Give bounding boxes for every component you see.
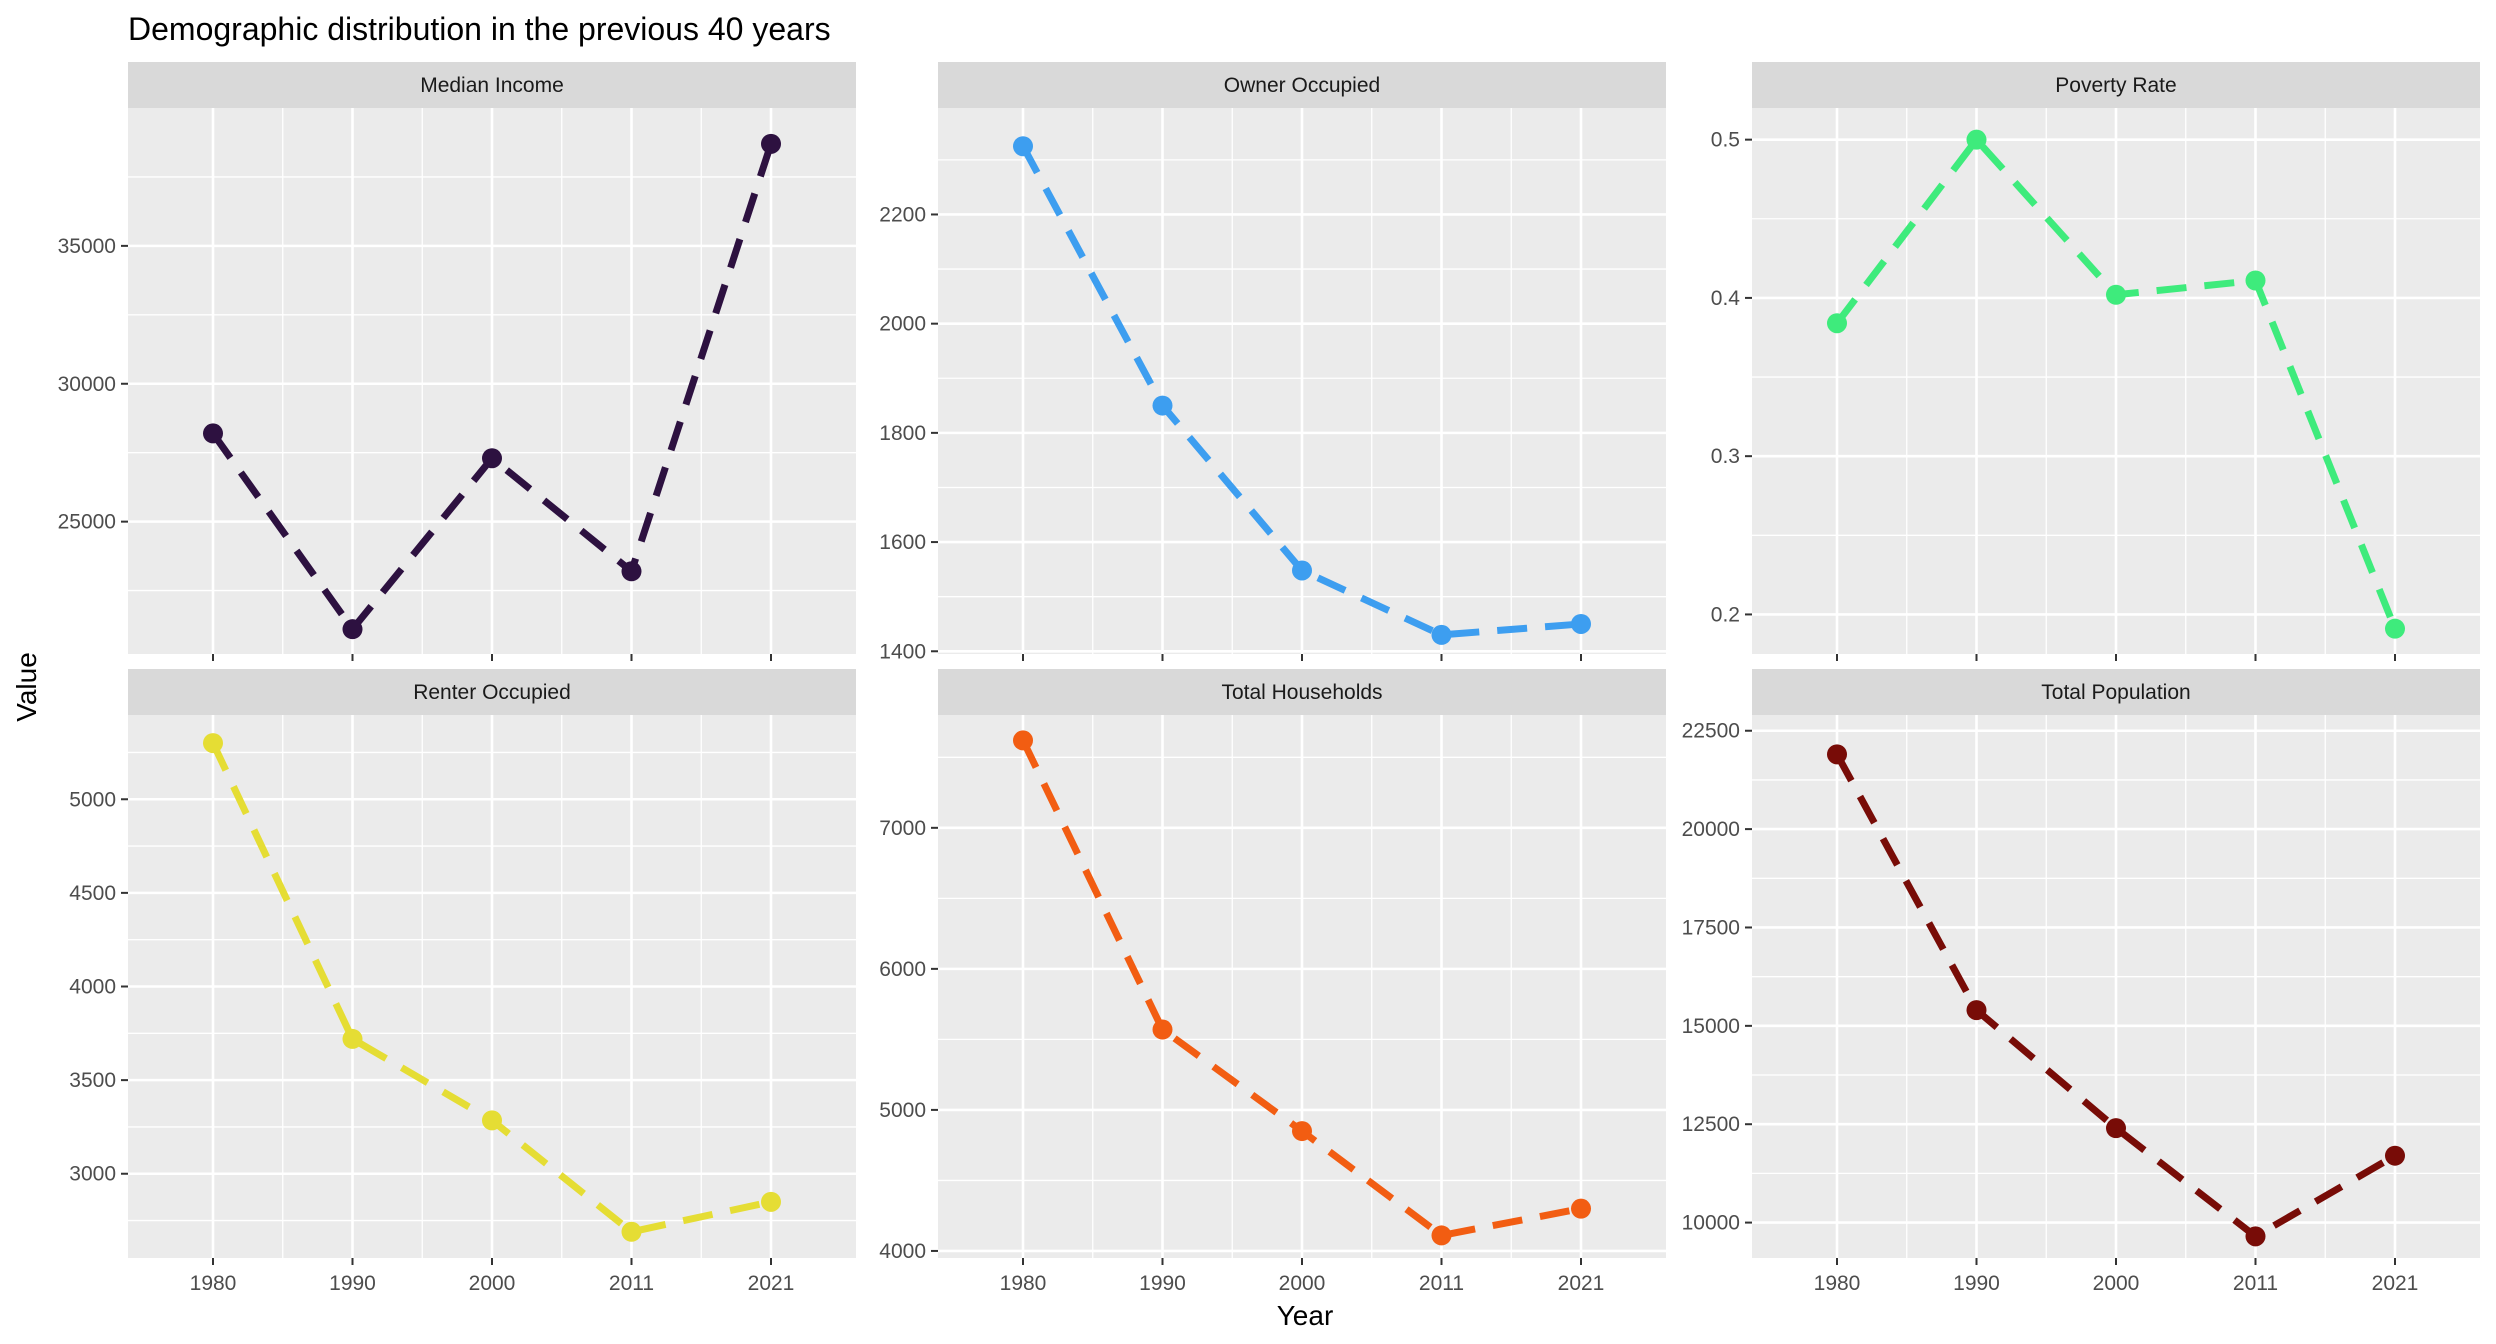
data-point-total-population-1990 [1966,1000,1987,1021]
data-point-median-income-2021 [761,133,781,154]
data-point-poverty-rate-1990 [1966,129,1987,150]
panel-median-income: Median Income 25000 30000 35000 [58,62,856,661]
y-tick-label: 0.3 [1711,445,1740,468]
facet-label: Total Households [1221,681,1382,704]
y-tick-label: 7000 [879,817,926,840]
x-tick-label: 1980 [190,1272,237,1295]
y-tick-label: 4000 [69,976,116,999]
x-tick-label: 2011 [609,1272,654,1295]
chart-title: Demographic distribution in the previous… [128,11,831,47]
data-point-total-population-1980 [1827,744,1847,765]
x-tick-label: 1980 [1000,1272,1047,1295]
x-tick-label: 2000 [469,1272,516,1295]
x-tick-label: 2000 [1279,1272,1326,1295]
facet-strip [1752,62,2480,108]
y-tick-label: 1400 [879,640,926,663]
y-tick-label: 2200 [879,203,926,226]
data-point-total-population-2011 [2245,1226,2266,1247]
y-tick-label: 6000 [879,958,926,981]
panel-renter-occupied: Renter Occupied 3000 3500 4000 4500 5000 1980 1… [69,669,856,1295]
facet-strip [128,669,856,715]
y-tick-label: 5000 [69,788,116,811]
y-tick-label: 20000 [1682,818,1740,841]
panel-total-households: Total Households 4000 5000 6000 7000 1980 1990… [879,669,1666,1295]
x-tick-label: 1980 [1814,1272,1861,1295]
facet-strip [128,62,856,108]
series-line-total-population [1833,752,2397,1240]
y-tick-label: 0.2 [1711,603,1740,626]
y-tick-label: 3500 [69,1069,116,1092]
data-point-renter-occupied-1990 [342,1028,363,1049]
y-tick-label: 25000 [58,511,116,534]
x-axis-label: Year [1277,1300,1334,1331]
facet-label: Poverty Rate [2055,74,2176,97]
facet-label: Median Income [420,74,564,97]
y-tick-label: 4000 [879,1240,926,1263]
data-point-median-income-2011 [621,561,642,582]
data-point-owner-occupied-1980 [1013,136,1033,157]
y-tick-label: 30000 [58,373,116,396]
x-tick-label: 2021 [2372,1272,2419,1295]
y-tick-label: 1800 [879,422,926,445]
data-point-total-households-1990 [1152,1019,1173,1040]
data-point-total-households-2011 [1431,1225,1452,1246]
x-tick-label: 2021 [748,1272,795,1295]
data-point-total-population-2000 [2106,1118,2126,1139]
data-point-total-population-2021 [2385,1145,2405,1166]
data-point-median-income-1990 [342,619,363,640]
x-tick-label: 1990 [1953,1272,2000,1295]
y-tick-label: 10000 [1682,1212,1740,1235]
facet-label: Renter Occupied [413,681,571,704]
data-point-median-income-2000 [482,448,502,469]
x-tick-label: 1990 [1139,1272,1186,1295]
y-tick-label: 15000 [1682,1015,1740,1038]
x-tick-label: 2011 [1419,1272,1464,1295]
y-tick-label: 35000 [58,235,116,258]
facet-label: Owner Occupied [1224,74,1380,97]
data-point-renter-occupied-2021 [761,1191,781,1212]
y-tick-label: 1600 [879,531,926,554]
series-line-owner-occupied [1019,144,1582,639]
data-point-renter-occupied-2000 [482,1110,502,1131]
x-tick-label: 1990 [329,1272,376,1295]
data-point-total-households-2021 [1571,1198,1591,1219]
data-point-owner-occupied-2011 [1431,624,1452,645]
data-point-poverty-rate-2011 [2245,270,2266,291]
panel-owner-occupied: Owner Occupied 1400 1600 1800 2000 2200 [879,62,1666,663]
data-point-owner-occupied-2021 [1571,613,1591,634]
panel-total-population: Total Population 10000 12500 15000 17500 2000… [1682,669,2480,1295]
data-point-poverty-rate-2000 [2106,284,2126,305]
panels-group: Median Income 25000 30000 35000 Owner Occupi… [58,62,2480,1295]
y-tick-label: 17500 [1682,916,1740,939]
facet-strip [938,669,1666,715]
facet-label: Total Population [2041,681,2190,704]
y-tick-label: 2000 [879,313,926,336]
y-axis-label: Value [11,652,42,722]
y-tick-label: 22500 [1682,720,1740,743]
y-tick-label: 3000 [69,1163,116,1186]
facet-strip [1752,669,2480,715]
data-point-renter-occupied-1980 [203,733,223,754]
y-tick-label: 0.4 [1711,287,1741,310]
y-tick-label: 0.5 [1711,129,1740,152]
data-point-renter-occupied-2011 [621,1221,642,1242]
y-tick-label: 4500 [69,882,116,905]
x-tick-label: 2000 [2093,1272,2140,1295]
data-point-poverty-rate-2021 [2385,618,2405,639]
data-point-poverty-rate-1980 [1827,313,1847,334]
panel-poverty-rate: Poverty Rate 0.2 0.3 0.4 0.5 [1711,62,2480,661]
data-point-total-households-2000 [1292,1121,1312,1142]
data-point-total-households-1980 [1013,730,1033,751]
x-tick-label: 2021 [1558,1272,1605,1295]
x-tick-label: 2011 [2233,1272,2278,1295]
facet-strip [938,62,1666,108]
data-point-median-income-1980 [203,423,223,444]
y-tick-label: 5000 [879,1099,926,1122]
data-point-owner-occupied-2000 [1292,560,1312,581]
y-tick-label: 12500 [1682,1113,1740,1136]
data-point-owner-occupied-1990 [1152,395,1173,416]
